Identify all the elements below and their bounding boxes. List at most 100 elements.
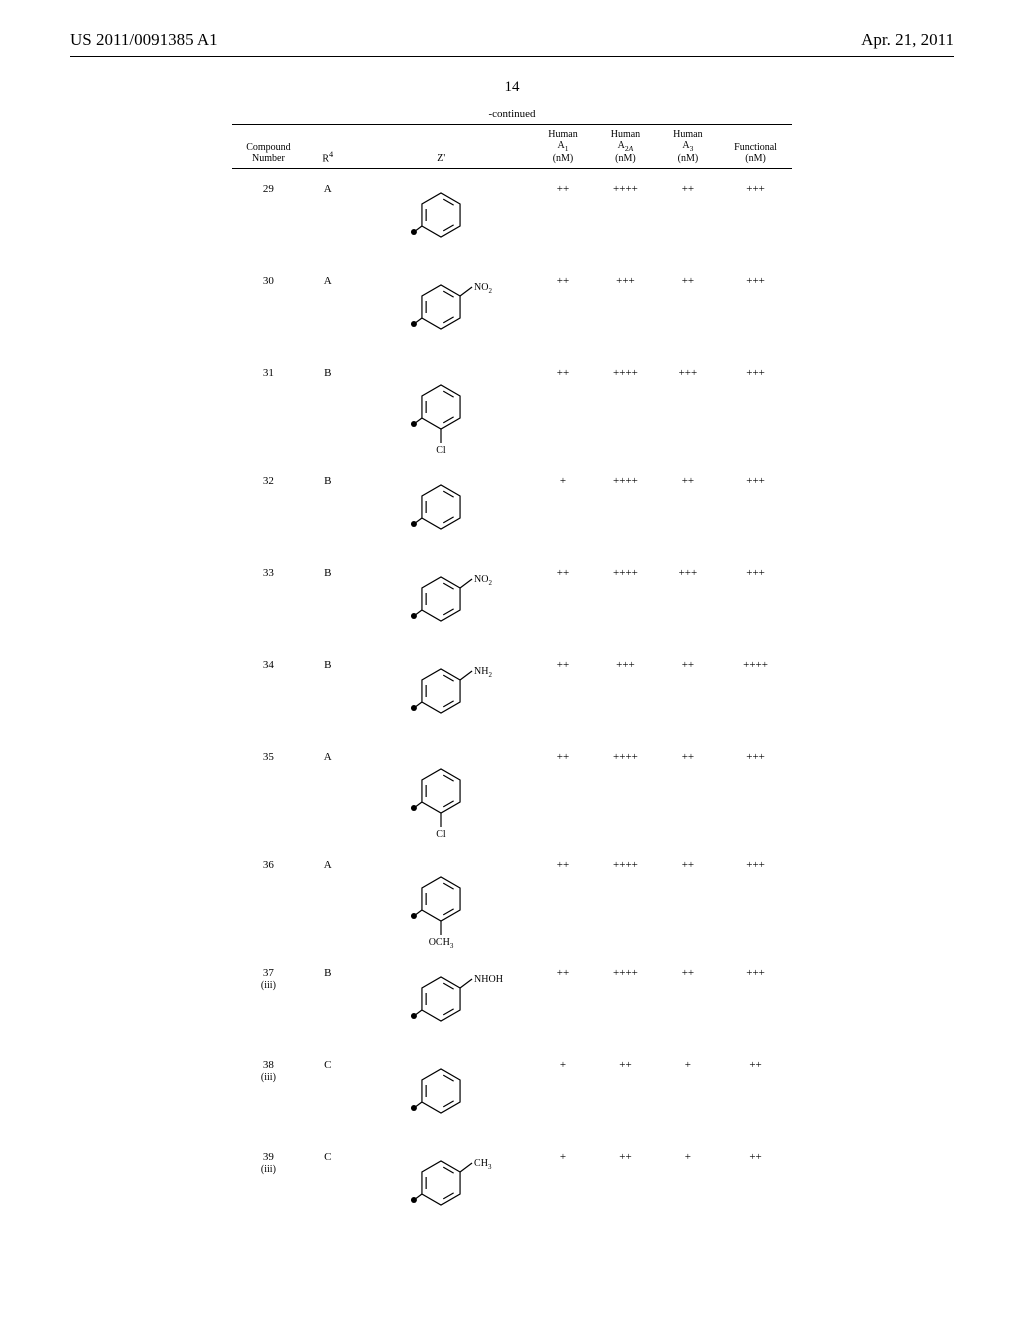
cell-a2a: +++ <box>594 261 656 353</box>
cell-functional: +++ <box>719 169 792 261</box>
cell-functional: +++ <box>719 845 792 953</box>
cell-r4: C <box>305 1137 351 1229</box>
data-table: -continued CompoundNumber R4 Z' HumanA1(… <box>232 108 792 1229</box>
table-row: 30 A NO2 ++ +++ ++ +++ <box>232 261 792 353</box>
cell-a3: ++ <box>657 169 719 261</box>
cell-a3: ++ <box>657 461 719 553</box>
table-row: 36 A OCH3 ++ ++++ ++ +++ <box>232 845 792 953</box>
svg-text:NO2: NO2 <box>474 282 492 295</box>
svg-text:NHOH: NHOH <box>474 974 503 985</box>
chem-structure-icon: Cl <box>356 357 526 457</box>
header-rule <box>70 56 954 57</box>
table-row: 35 A Cl ++ ++++ ++ +++ <box>232 737 792 845</box>
cell-a3: +++ <box>657 353 719 461</box>
cell-a2a: ++++ <box>594 353 656 461</box>
cell-structure <box>351 461 532 553</box>
cell-structure: Cl <box>351 353 532 461</box>
col-header-functional: Functional(nM) <box>719 125 792 168</box>
cell-compound: 39(iii) <box>232 1137 305 1229</box>
cell-functional: +++ <box>719 553 792 645</box>
cell-a3: ++ <box>657 261 719 353</box>
cell-a1: + <box>532 461 594 553</box>
chem-structure-icon: NO2 <box>356 557 526 641</box>
cell-r4: B <box>305 953 351 1045</box>
cell-a3: + <box>657 1045 719 1137</box>
cell-a1: ++ <box>532 645 594 737</box>
cell-structure: OCH3 <box>351 845 532 953</box>
cell-a2a: ++ <box>594 1137 656 1229</box>
cell-structure: NH2 <box>351 645 532 737</box>
svg-text:Cl: Cl <box>436 445 446 456</box>
chem-structure-icon: NH2 <box>356 649 526 733</box>
cell-r4: B <box>305 553 351 645</box>
chem-structure-icon: CH3 <box>356 1141 526 1225</box>
col-header-a2a: HumanA2A(nM) <box>594 125 656 168</box>
cell-functional: +++ <box>719 737 792 845</box>
chem-structure-icon: OCH3 <box>356 849 526 949</box>
cell-a3: ++ <box>657 953 719 1045</box>
cell-a2a: ++ <box>594 1045 656 1137</box>
cell-structure: NO2 <box>351 553 532 645</box>
col-header-z: Z' <box>351 125 532 168</box>
col-header-compound: CompoundNumber <box>232 125 305 168</box>
cell-a2a: ++++ <box>594 845 656 953</box>
cell-structure: NO2 <box>351 261 532 353</box>
cell-a2a: ++++ <box>594 461 656 553</box>
cell-a1: ++ <box>532 737 594 845</box>
page-header: US 2011/0091385 A1 Apr. 21, 2011 <box>0 0 1024 56</box>
cell-structure: NHOH <box>351 953 532 1045</box>
table-row: 34 B NH2 ++ +++ ++ ++++ <box>232 645 792 737</box>
cell-functional: +++ <box>719 261 792 353</box>
cell-functional: ++ <box>719 1137 792 1229</box>
cell-a2a: ++++ <box>594 553 656 645</box>
cell-a1: ++ <box>532 553 594 645</box>
cell-a2a: ++++ <box>594 169 656 261</box>
col-header-a1: HumanA1(nM) <box>532 125 594 168</box>
chem-structure-icon: Cl <box>356 741 526 841</box>
cell-a3: ++ <box>657 645 719 737</box>
cell-r4: A <box>305 737 351 845</box>
cell-a2a: ++++ <box>594 953 656 1045</box>
table-row: 31 B Cl ++ ++++ +++ +++ <box>232 353 792 461</box>
patent-date: Apr. 21, 2011 <box>861 30 954 50</box>
chem-structure-icon <box>356 465 526 549</box>
cell-a3: +++ <box>657 553 719 645</box>
cell-r4: B <box>305 645 351 737</box>
svg-text:Cl: Cl <box>436 829 446 840</box>
cell-compound: 35 <box>232 737 305 845</box>
cell-functional: +++ <box>719 353 792 461</box>
table-row: 32 B + ++++ ++ +++ <box>232 461 792 553</box>
cell-a3: ++ <box>657 845 719 953</box>
cell-a1: ++ <box>532 953 594 1045</box>
table-row: 33 B NO2 ++ ++++ +++ +++ <box>232 553 792 645</box>
cell-a1: ++ <box>532 353 594 461</box>
cell-r4: A <box>305 845 351 953</box>
cell-structure <box>351 169 532 261</box>
page-number: 14 <box>0 79 1024 96</box>
cell-r4: A <box>305 169 351 261</box>
svg-text:NO2: NO2 <box>474 574 492 587</box>
cell-a3: ++ <box>657 737 719 845</box>
cell-a1: ++ <box>532 845 594 953</box>
svg-text:CH3: CH3 <box>474 1158 492 1171</box>
cell-compound: 33 <box>232 553 305 645</box>
cell-functional: ++ <box>719 1045 792 1137</box>
cell-compound: 32 <box>232 461 305 553</box>
cell-a1: + <box>532 1045 594 1137</box>
cell-a1: + <box>532 1137 594 1229</box>
col-header-r4: R4 <box>305 125 351 168</box>
col-header-a3: HumanA3(nM) <box>657 125 719 168</box>
cell-r4: B <box>305 461 351 553</box>
cell-r4: A <box>305 261 351 353</box>
table-row: 29 A ++ ++++ ++ +++ <box>232 169 792 261</box>
cell-compound: 29 <box>232 169 305 261</box>
cell-structure: CH3 <box>351 1137 532 1229</box>
cell-compound: 37(iii) <box>232 953 305 1045</box>
cell-r4: C <box>305 1045 351 1137</box>
patent-number: US 2011/0091385 A1 <box>70 30 218 50</box>
continued-label: -continued <box>232 108 792 120</box>
cell-a1: ++ <box>532 261 594 353</box>
chem-structure-icon <box>356 173 526 257</box>
cell-a2a: ++++ <box>594 737 656 845</box>
cell-r4: B <box>305 353 351 461</box>
